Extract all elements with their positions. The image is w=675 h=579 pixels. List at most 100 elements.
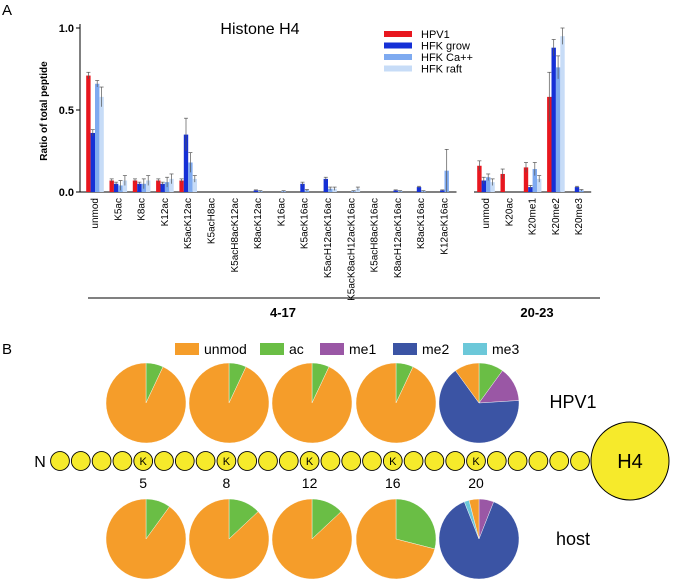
histone-chain: N H4 K 5 K 8 K 12 K 16 K 20 [34, 421, 670, 501]
residue-bead [570, 451, 590, 471]
legend-label: unmod [204, 341, 247, 357]
legend-label: me3 [492, 341, 519, 357]
residue-bead [133, 451, 154, 471]
residue-bead [91, 451, 112, 471]
residue-bead [112, 451, 133, 471]
residue-bead [549, 451, 570, 471]
x-tick-label: K5acH8ac [207, 198, 218, 244]
bar [481, 180, 486, 192]
x-tick-label: K16ac [276, 198, 287, 226]
pie-slice [438, 370, 520, 444]
bar [146, 180, 151, 192]
y-axis-label: Ratio of total peptide [39, 61, 50, 161]
legend-label: HPV1 [421, 29, 450, 41]
legend-swatch [175, 343, 199, 355]
bar [500, 173, 505, 192]
residue-bead [445, 451, 466, 471]
x-tick-label: K8acH12acK16ac [393, 198, 404, 278]
bar [393, 190, 398, 192]
residue-bead [362, 451, 382, 471]
residue-bead [70, 451, 91, 471]
residue-bead [174, 451, 195, 471]
legend-swatch [463, 343, 487, 355]
legend-label: HFK grow [421, 41, 470, 53]
x-tick-label: K8acK16ac [416, 198, 427, 249]
residue-bead [320, 451, 341, 471]
chart-title: Histone H4 [220, 21, 299, 38]
legend-swatch [384, 54, 412, 60]
bar [323, 178, 328, 192]
h4-core [590, 421, 670, 501]
site-number: 8 [223, 475, 231, 491]
legend-label: HFK raft [421, 64, 462, 76]
residue-bead [507, 451, 528, 471]
x-tick-label: unmod [481, 198, 492, 229]
x-tick-label: K5acH12acK16ac [323, 198, 334, 278]
residue-bead [299, 451, 320, 471]
residue-bead [278, 451, 299, 471]
pie-slice [455, 362, 480, 404]
group-label: 20-23 [520, 305, 553, 320]
x-tick-label: K8ac [137, 198, 148, 221]
bar [137, 183, 142, 192]
bar [486, 177, 491, 192]
residue-bead [528, 451, 549, 471]
bar [555, 67, 561, 192]
site-number: 5 [139, 475, 147, 491]
n-terminus-label: N [34, 454, 46, 471]
site-number: 12 [302, 475, 318, 491]
bar [416, 187, 422, 192]
residue-bead [50, 451, 70, 471]
lysine-label: K [140, 456, 148, 468]
residue-bead [403, 451, 424, 471]
bar [183, 134, 189, 192]
legend-swatch [320, 343, 344, 355]
pie-slice [188, 362, 270, 444]
x-tick-label: K20me1 [528, 198, 539, 236]
bar [477, 165, 482, 192]
residue-bead [216, 451, 237, 471]
chart-bars [86, 27, 584, 193]
legend-swatch [393, 343, 417, 355]
residue-bead [154, 451, 174, 471]
x-tick-label: K20me2 [551, 198, 562, 236]
residue-bead [195, 451, 216, 471]
pie-slice [438, 501, 520, 579]
bar [560, 36, 565, 193]
bar [192, 178, 197, 192]
pie-slice [355, 498, 435, 579]
bar [86, 75, 91, 192]
x-tick-label: K20me3 [574, 198, 585, 236]
row-label-hpv1: HPV1 [549, 392, 596, 412]
bar [113, 183, 119, 192]
bar [528, 187, 533, 192]
group-label: 4-17 [270, 305, 296, 320]
site-number: 20 [468, 475, 484, 491]
legend-swatch [384, 31, 412, 37]
bar [551, 47, 556, 193]
pie-slice [105, 362, 187, 444]
category-groups: 4-17 20-23 [88, 297, 600, 320]
x-tick-label: K5acH8acK12ac [230, 198, 241, 273]
bar [99, 96, 104, 192]
bar [253, 190, 259, 192]
lysine-label: K [389, 456, 397, 468]
x-tick-label: K20ac [504, 198, 515, 226]
y-tick-label: 0.5 [59, 105, 74, 117]
panel-a-letter: A [2, 2, 12, 19]
bar [160, 183, 165, 192]
site-number: 16 [385, 475, 401, 491]
y-tick-label: 0.0 [59, 187, 74, 199]
bar [188, 162, 193, 192]
bar [490, 182, 495, 192]
bar [440, 190, 445, 192]
y-tick-label: 1.0 [59, 23, 74, 35]
bar [95, 83, 100, 192]
x-tick-label: K5acH8acK16ac [370, 198, 381, 273]
bar [109, 180, 114, 192]
x-tick-label: K5acK16ac [300, 198, 311, 249]
legend-swatch [384, 42, 412, 49]
pie-slice [188, 498, 270, 579]
legend-swatch [384, 65, 412, 72]
